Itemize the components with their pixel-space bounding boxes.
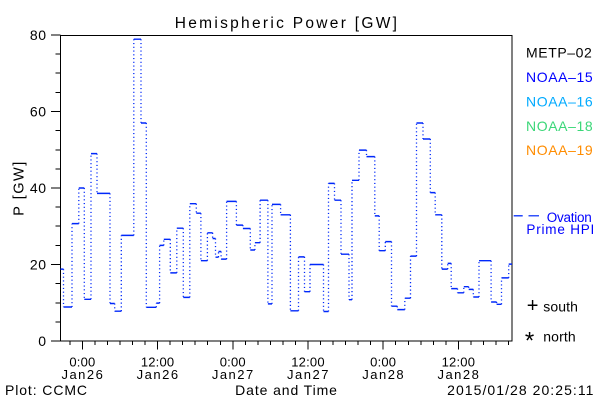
svg-text:Ovation: Ovation <box>547 210 592 225</box>
svg-text:NOAA–18: NOAA–18 <box>526 118 593 134</box>
svg-text:12:00: 12:00 <box>141 354 175 369</box>
svg-text:80: 80 <box>30 27 47 43</box>
svg-text:NOAA–15: NOAA–15 <box>526 69 593 85</box>
svg-text:+: + <box>527 295 539 317</box>
svg-text:Jan27: Jan27 <box>212 367 255 382</box>
svg-text:Jan26: Jan26 <box>137 367 180 382</box>
svg-text:Hemispheric Power [GW]: Hemispheric Power [GW] <box>175 15 400 32</box>
svg-text:0: 0 <box>38 333 46 349</box>
svg-text:Prime HPI: Prime HPI <box>526 222 595 237</box>
svg-text:Jan26: Jan26 <box>61 367 104 382</box>
svg-text:NOAA–16: NOAA–16 <box>526 94 593 110</box>
svg-text:P [GW]: P [GW] <box>12 160 28 215</box>
svg-text:Jan28: Jan28 <box>437 367 480 382</box>
svg-text:0:00: 0:00 <box>69 354 95 369</box>
svg-text:0:00: 0:00 <box>220 354 246 369</box>
svg-text:20: 20 <box>30 256 47 272</box>
svg-text:60: 60 <box>30 103 47 119</box>
svg-text:south: south <box>543 299 578 315</box>
svg-text:12:00: 12:00 <box>291 354 325 369</box>
svg-text:north: north <box>543 328 575 344</box>
svg-text:Jan28: Jan28 <box>362 367 405 382</box>
svg-text:*: * <box>525 328 534 355</box>
svg-text:NOAA–19: NOAA–19 <box>526 142 593 158</box>
svg-text:2015/01/28 20:25:11: 2015/01/28 20:25:11 <box>447 382 594 398</box>
svg-text:12:00: 12:00 <box>442 354 476 369</box>
svg-text:0:00: 0:00 <box>370 354 396 369</box>
svg-text:Jan27: Jan27 <box>287 367 330 382</box>
svg-text:METP–02: METP–02 <box>526 45 592 61</box>
svg-text:Plot: CCMC: Plot: CCMC <box>5 382 88 398</box>
svg-text:Date and Time: Date and Time <box>235 382 338 398</box>
svg-text:40: 40 <box>30 180 47 196</box>
